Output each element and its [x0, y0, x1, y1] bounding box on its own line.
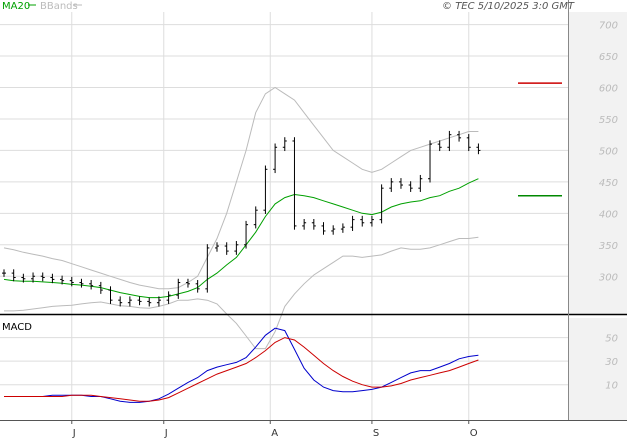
macd-tick-50: 50 [605, 334, 618, 345]
price-bar-20 [195, 280, 200, 293]
price-bar-31 [302, 218, 307, 230]
price-bar-43 [418, 174, 423, 192]
price-bar-28 [273, 143, 278, 174]
price-tick-700: 700 [599, 21, 618, 32]
price-bar-2 [21, 273, 26, 283]
price-bar-9 [89, 280, 94, 290]
month-label-4: O [470, 428, 478, 439]
price-bar-13 [127, 296, 132, 307]
price-bar-4 [40, 272, 45, 282]
price-bar-7 [69, 276, 74, 287]
price-bar-6 [60, 275, 65, 285]
price-bar-48 [466, 134, 471, 152]
bbands-lower-line [4, 236, 479, 350]
price-bar-8 [79, 278, 84, 288]
macd-axis-strip [568, 318, 627, 420]
price-tick-400: 400 [599, 209, 618, 220]
price-bar-46 [447, 130, 452, 152]
price-bar-32 [311, 218, 316, 230]
price-bar-23 [224, 242, 229, 255]
price-bar-0 [2, 269, 6, 277]
month-label-3: S [373, 428, 379, 439]
price-bar-36 [350, 215, 355, 231]
price-bar-24 [234, 241, 239, 255]
price-bar-37 [360, 215, 365, 227]
timestamp: © TEC 5/10/2025 3:0 GMT [442, 1, 575, 12]
price-tick-500: 500 [599, 146, 618, 157]
price-bar-27 [263, 165, 268, 214]
price-tick-450: 450 [599, 178, 618, 189]
price-bar-1 [11, 269, 16, 282]
macd-title: MACD [2, 322, 32, 333]
ma20-line [3, 178, 479, 299]
price-bar-38 [369, 215, 374, 227]
month-label-0: J [72, 428, 76, 439]
price-bar-39 [379, 184, 384, 224]
price-bar-26 [253, 206, 258, 229]
legend-ma20: MA20 [2, 1, 30, 12]
price-bar-42 [408, 181, 413, 192]
price-bar-18 [176, 278, 181, 299]
macd-tick-10: 10 [605, 381, 618, 392]
price-bar-30 [292, 137, 297, 230]
price-bar-49 [476, 143, 481, 155]
price-bar-21 [205, 244, 210, 293]
price-bar-10 [98, 281, 103, 294]
month-label-1: J [164, 428, 168, 439]
price-bar-41 [398, 178, 403, 189]
price-bar-14 [137, 296, 142, 306]
price-bar-22 [215, 242, 220, 252]
price-bar-44 [428, 140, 433, 183]
price-bar-29 [282, 137, 287, 152]
price-bar-33 [321, 222, 326, 235]
price-bar-45 [437, 140, 442, 152]
price-bar-12 [118, 296, 123, 307]
grid-lines [0, 12, 568, 420]
price-bar-34 [331, 225, 336, 235]
macd-signal-line [4, 337, 479, 402]
price-bar-3 [31, 272, 36, 283]
price-tick-650: 650 [599, 52, 618, 63]
price-tick-550: 550 [599, 115, 618, 126]
month-label-2: A [271, 428, 278, 439]
price-bar-40 [389, 178, 394, 192]
price-bar-19 [185, 278, 190, 288]
legend-bbands: BBands [40, 1, 78, 12]
price-axis-strip [568, 12, 627, 314]
price-tick-350: 350 [599, 241, 618, 252]
price-bar-15 [147, 297, 152, 307]
price-bar-16 [156, 296, 161, 307]
bbands-upper-line [3, 86, 479, 290]
macd-tick-30: 30 [605, 357, 618, 368]
price-tick-600: 600 [599, 84, 618, 95]
price-bar-35 [340, 223, 345, 233]
price-bar-47 [457, 130, 462, 142]
price-bar-17 [166, 291, 171, 304]
price-bar-25 [244, 220, 249, 249]
macd-panel: MACD [2, 322, 479, 403]
price-bar-5 [50, 273, 55, 284]
price-bar-11 [108, 286, 113, 304]
price-tick-300: 300 [599, 272, 618, 283]
